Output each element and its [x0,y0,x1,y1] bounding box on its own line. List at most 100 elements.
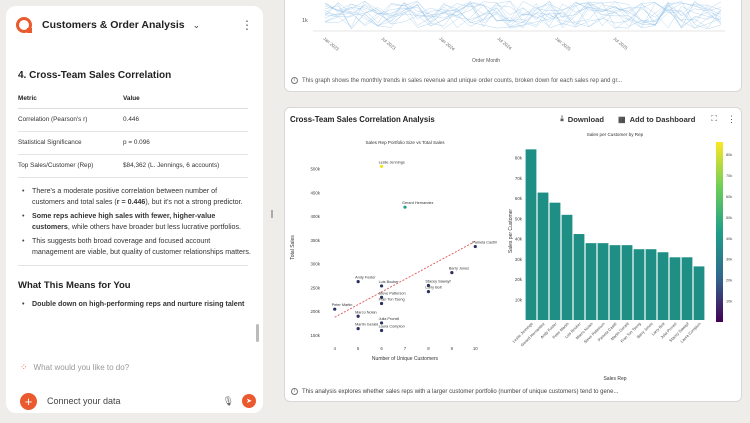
trend-chart-card: 1k Jan 2023 Jul 2023 Jan 2024 Jul 2024 Jan 2… [284,0,742,92]
x-tick-label: Jan 2025 [554,36,572,52]
insight-list: There's a moderate positive correlation … [18,186,251,257]
x-tick-labels: Jan 2023 Jul 2023 Jan 2024 Jul 2024 Jan 2025… [322,36,629,52]
x-tick-label: 8 [427,346,430,351]
colorbar-tick-label: 20k [726,278,732,283]
y-tick-label: 60k [515,196,523,201]
y-tick-label: 50k [515,216,523,221]
add-icon[interactable]: + [20,392,37,410]
chart-title: Sales per Customer by Rep [587,132,644,137]
series-line [324,0,722,29]
chat-input[interactable]: What would you like to do? [33,363,130,372]
scatter-point [379,284,384,288]
point-label: Julia Pronell [379,317,400,321]
bar [657,252,669,320]
chat-input-row[interactable]: ⁘ What would you like to do? [20,362,129,373]
bar [585,243,597,320]
scatter-point [379,328,384,333]
point-label: Peter Martin [332,303,353,307]
bar [561,214,573,320]
scrollbar-thumb[interactable] [256,324,259,342]
y-tick-label: 30k [515,257,523,262]
more-options-icon[interactable]: ⋮ [241,18,253,32]
trend-series-lines [324,0,722,30]
y-tick-label: 20k [515,277,523,282]
card-title: Cross-Team Sales Correlation Analysis [290,114,435,124]
y-tick-label: 10k [515,297,523,302]
point-label: Steve Patterson [379,291,406,295]
point-label: Larry Bolt [425,286,442,290]
more-options-icon[interactable]: ⋮ [727,113,736,124]
add-to-dashboard-button[interactable]: ▦ Add to Dashboard [618,114,696,124]
card-caption: i This analysis explores whether sales r… [291,388,619,395]
table-row: Correlation (Pearson's r) 0.446 [18,108,248,132]
colorbar-tick-label: 60k [726,194,732,199]
table-cell: Correlation (Pearson's r) [18,108,123,132]
point-label: Fran Ton Tseng [379,297,405,301]
send-icon[interactable]: ➤ [242,394,256,408]
bar [537,192,549,320]
scatter-point [450,271,454,275]
list-item: There's a moderate positive correlation … [22,186,251,207]
bar [633,249,645,320]
x-tick-label: 5 [357,346,360,351]
scatter-point [379,295,384,299]
series-line [324,3,722,27]
charts-area: Sales Rep Portfolio Size vs Total Sales 1… [290,132,732,382]
x-tick-label: Jul 2023 [380,36,397,51]
y-tick-label: 70k [515,176,523,181]
series-line [324,1,722,28]
download-button[interactable]: ⤓ Download [560,114,605,124]
table-cell: 0.446 [123,108,248,132]
expand-icon[interactable]: ⛶ [711,114,717,123]
chat-header: Customers & Order Analysis ⌄ ⋮ [6,6,263,44]
info-icon: i [291,77,298,84]
conversation-title[interactable]: Customers & Order Analysis [42,19,185,31]
scatter-point [356,280,360,284]
colorbar-tick-label: 30k [726,257,732,262]
point-label: Laura Compton [379,325,405,329]
connect-data-button[interactable]: Connect your data [47,396,121,406]
y-axis-label: Sales per Customer [508,209,514,254]
resize-handle[interactable] [271,210,273,218]
series-line [324,1,722,30]
y-tick-label: 200k [310,309,320,314]
sparkle-icon: ⁘ [20,362,28,372]
info-icon: i [291,388,298,395]
colorbar-tick-label: 40k [726,236,732,241]
scatter-point [356,314,360,318]
point-label: Andy Foster [355,276,376,280]
x-tick-label: Jul 2024 [496,36,513,51]
table-row: Statistical Significance p = 0.096 [18,131,248,155]
x-tick-label: 10 [473,346,478,351]
bar [621,245,633,320]
scatter-point [426,283,431,288]
microphone-icon[interactable]: 🎙 [222,395,234,406]
point-label: Martin Gerald [355,323,378,327]
table-cell: Statistical Significance [18,131,123,155]
y-axis-label: Total Sales [290,235,296,260]
trend-chart: 1k Jan 2023 Jul 2023 Jan 2024 Jul 2024 Jan 2… [302,0,725,64]
scatter-point [473,244,477,249]
chat-messages: 4. Cross-Team Sales Correlation Metric V… [6,58,263,350]
x-tick-label: Jul 2025 [612,36,629,51]
colorbar-tick-label: 70k [726,173,732,178]
y-tick-label: 40k [515,237,523,242]
bar [609,245,621,320]
table-cell: Top Sales/Customer (Rep) [18,154,123,178]
bar [669,257,681,320]
bar [681,257,693,320]
table-cell: p = 0.096 [123,131,248,155]
correlation-card: Cross-Team Sales Correlation Analysis ⤓ D… [284,107,742,402]
point-label: Luis Booker [379,280,400,284]
chevron-down-icon[interactable]: ⌄ [192,19,201,30]
divider [18,265,248,266]
dashboard-icon: ▦ [618,114,626,124]
point-label: Leslie Jennings [379,160,405,164]
x-tick-label: Jan 2024 [438,36,456,52]
y-tick-label: 350k [310,238,320,243]
bar [693,266,705,320]
colorbar [716,142,723,322]
colorbar-tick-label: 10k [726,299,732,304]
y-tick-label: 80k [515,156,523,161]
